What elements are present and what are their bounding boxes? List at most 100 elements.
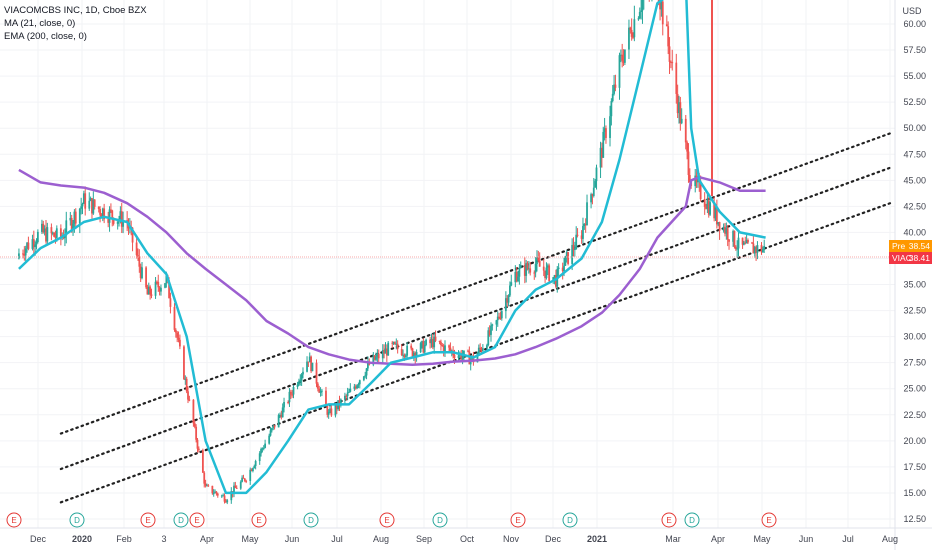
candle-body (222, 495, 225, 497)
ema-legend[interactable]: EMA (200, close, 0) (4, 31, 87, 42)
candle-body (561, 267, 564, 272)
earnings-marker[interactable] (761, 512, 777, 528)
candle-body (671, 62, 674, 64)
candle-body (611, 93, 614, 102)
candle-body (280, 414, 283, 418)
candle-body (234, 485, 237, 488)
candle-body (149, 286, 152, 295)
candle-body (565, 252, 568, 257)
candle-body (431, 338, 434, 348)
x-tick-label: 3 (161, 534, 166, 544)
event-marker-label: E (11, 516, 16, 525)
candle-body (614, 84, 617, 88)
y-tick-label: 40.00 (903, 227, 926, 237)
earnings-marker[interactable] (251, 512, 267, 528)
candle-body (273, 425, 276, 428)
candle-body (753, 247, 756, 254)
dividend-marker[interactable] (432, 512, 448, 528)
candle-body (138, 256, 141, 267)
candle-body (404, 355, 407, 357)
x-tick-label: 2020 (72, 534, 92, 544)
y-tick-label: 12.50 (903, 514, 926, 524)
dividend-marker[interactable] (69, 512, 85, 528)
candle-body (139, 266, 142, 279)
candle-body (99, 209, 101, 215)
candle-body (84, 193, 87, 209)
candle-body (197, 448, 200, 451)
candle-body (621, 54, 624, 61)
earnings-marker[interactable] (510, 512, 526, 528)
candle-body (335, 404, 338, 410)
x-tick-label: Jul (842, 534, 854, 544)
dividend-marker[interactable] (303, 512, 319, 528)
candle-body (537, 257, 540, 261)
candle-body (384, 348, 387, 354)
candle-body (26, 242, 28, 249)
dividend-marker[interactable] (562, 512, 578, 528)
candle-body (300, 374, 303, 381)
y-tick-label: 30.00 (903, 332, 926, 342)
x-tick-label: Oct (460, 534, 475, 544)
candle-body (415, 352, 418, 358)
earnings-marker[interactable] (6, 512, 22, 528)
candle-body (338, 400, 341, 406)
candle-body (18, 253, 20, 259)
candle-body (253, 465, 256, 469)
event-marker-label: D (567, 516, 573, 525)
earnings-marker[interactable] (140, 512, 156, 528)
candle-body (486, 345, 488, 349)
candle-body (223, 495, 226, 502)
candle-body (103, 208, 106, 220)
candle-body (64, 235, 66, 239)
candle-body (641, 0, 644, 11)
price-tag-label: VIAC (892, 253, 912, 263)
symbol-title[interactable]: VIACOMCBS INC, 1D, Cboe BZX (4, 5, 147, 16)
event-marker-label: E (145, 516, 150, 525)
candle-body (751, 242, 753, 244)
y-tick-label: 45.00 (903, 175, 926, 185)
channel-line-upper (59, 132, 892, 435)
candle-body (269, 430, 272, 436)
earnings-marker[interactable] (379, 512, 395, 528)
candle-body (442, 345, 445, 353)
event-marker-label: E (194, 516, 199, 525)
candles (18, 0, 766, 505)
candle-body (146, 287, 149, 295)
candle-body (135, 242, 138, 256)
candle-body (676, 93, 679, 114)
candle-body (212, 493, 215, 495)
candle-body (449, 347, 452, 351)
candle-body (235, 487, 238, 489)
candle-body (22, 253, 24, 255)
candle-body (316, 383, 319, 389)
candle-body (728, 239, 730, 242)
candle-body (183, 346, 185, 380)
candle-body (327, 412, 330, 415)
candle-body (141, 267, 143, 279)
candle-body (116, 221, 119, 224)
candle-body (344, 395, 346, 400)
candle-body (230, 491, 233, 501)
candle-body (168, 280, 170, 299)
candle-body (640, 10, 643, 12)
candle-body (65, 220, 68, 236)
candle-body (346, 392, 349, 397)
candle-body (165, 275, 168, 284)
candle-body (414, 352, 417, 358)
candle-body (394, 342, 396, 345)
chart-grid (0, 0, 895, 528)
candle-body (277, 415, 280, 428)
candle-body (318, 388, 321, 393)
candle-body (661, 1, 664, 25)
x-tick-label: 2021 (587, 534, 607, 544)
earnings-marker[interactable] (661, 512, 677, 528)
earnings-marker[interactable] (189, 512, 205, 528)
candle-body (406, 345, 409, 356)
ma-legend[interactable]: MA (21, close, 0) (4, 18, 76, 29)
dividend-marker[interactable] (173, 512, 189, 528)
candle-body (36, 231, 39, 242)
candle-body (659, 3, 661, 10)
dividend-marker[interactable] (684, 512, 700, 528)
candle-body (321, 390, 323, 392)
